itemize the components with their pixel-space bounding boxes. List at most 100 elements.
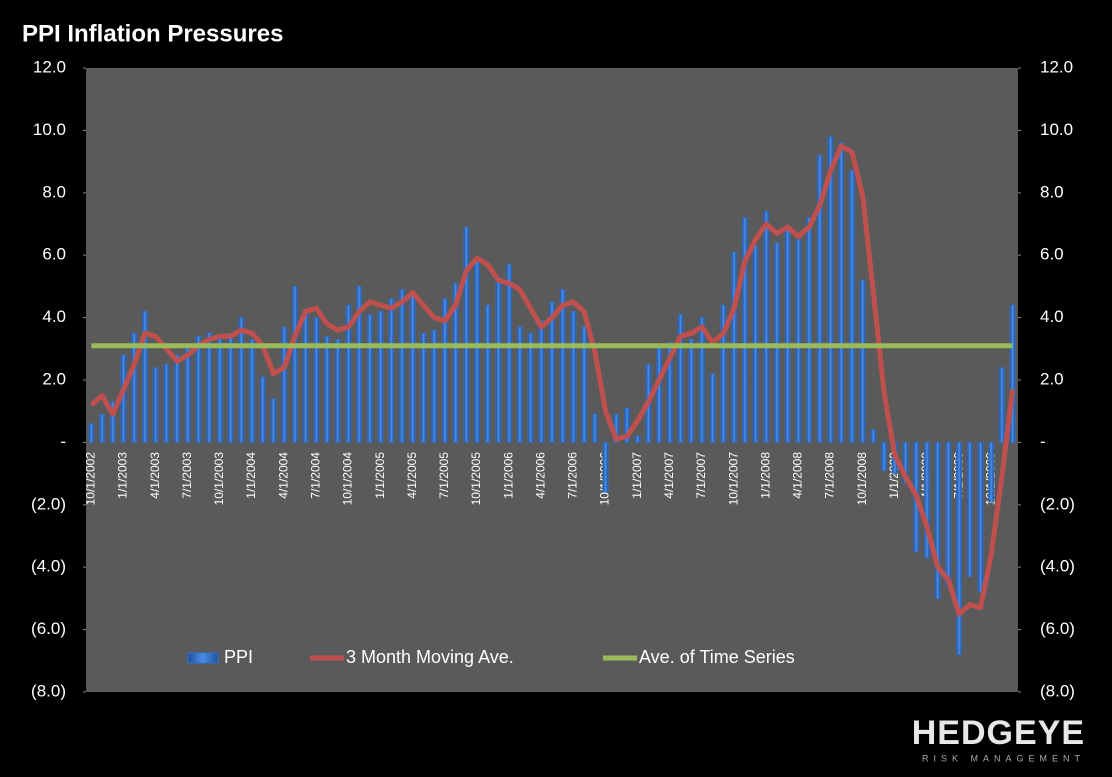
bar — [516, 326, 523, 443]
y2-tick-label: 2.0 — [1040, 369, 1064, 388]
bar — [720, 304, 727, 443]
bar — [881, 442, 888, 471]
y-tick-label: 10.0 — [33, 120, 66, 139]
bar — [527, 332, 534, 443]
x-tick-label: 10/1/2007 — [726, 452, 740, 506]
bar — [88, 423, 95, 443]
bar — [206, 332, 213, 443]
bar — [859, 279, 866, 443]
bar — [431, 329, 438, 443]
bar — [549, 301, 555, 443]
y-tick-label: (6.0) — [31, 619, 66, 638]
bar — [763, 211, 770, 443]
bar — [924, 442, 930, 559]
x-tick-label: 1/1/2004 — [244, 452, 258, 499]
bar — [988, 442, 995, 502]
bar — [838, 142, 845, 443]
bar — [602, 442, 609, 493]
bar — [227, 332, 234, 443]
y-tick-label: 6.0 — [42, 245, 66, 264]
bar — [624, 407, 630, 443]
line — [89, 143, 1016, 617]
y2-tick-label: 4.0 — [1040, 307, 1064, 326]
bar — [870, 429, 877, 443]
bar — [281, 326, 288, 443]
bar — [666, 342, 673, 443]
bar — [827, 136, 834, 443]
y-tick-label: (4.0) — [31, 557, 66, 576]
bar — [184, 348, 191, 443]
x-tick-label: 10/1/2002 — [84, 452, 98, 506]
x-tick-label: 4/1/2006 — [533, 452, 547, 499]
bar — [656, 348, 663, 443]
bar — [377, 311, 384, 443]
y-tick-label: 12.0 — [33, 57, 66, 76]
bar — [795, 239, 802, 443]
bar — [581, 326, 588, 443]
bar — [977, 442, 984, 593]
y2-tick-label: (2.0) — [1040, 494, 1075, 513]
x-tick-label: 1/1/2003 — [116, 452, 130, 499]
x-tick-label: 7/1/2008 — [823, 452, 837, 499]
x-tick-label: 7/1/2003 — [180, 452, 194, 499]
y-tick-label: 2.0 — [42, 369, 66, 388]
x-tick-label: 1/1/2006 — [501, 452, 515, 499]
x-tick-label: 1/1/2007 — [630, 452, 644, 499]
bar — [484, 304, 491, 443]
y2-tick-label: 12.0 — [1040, 57, 1073, 76]
x-tick-label: 7/1/2004 — [308, 452, 322, 499]
bar — [313, 317, 320, 443]
bar — [291, 286, 298, 443]
bar — [774, 242, 780, 443]
x-tick-label: 4/1/2003 — [148, 452, 162, 499]
legend-label: Ave. of Time Series — [639, 647, 795, 667]
bar — [345, 304, 352, 443]
y2-tick-label: 6.0 — [1040, 245, 1064, 264]
bar — [688, 339, 695, 443]
bar — [99, 414, 105, 443]
y-tick-label: 4.0 — [42, 307, 66, 326]
bar — [699, 317, 705, 443]
bar — [420, 332, 427, 443]
bar — [270, 398, 277, 443]
bar — [356, 286, 363, 443]
bar — [806, 217, 813, 443]
bar — [409, 292, 416, 443]
bar — [966, 442, 973, 577]
x-tick-label: 1/1/2008 — [758, 452, 772, 499]
y2-tick-label: 10.0 — [1040, 120, 1073, 139]
y2-tick-label: - — [1040, 432, 1046, 451]
bar — [302, 311, 309, 443]
x-tick-label: 10/1/2004 — [341, 452, 355, 506]
bar — [109, 401, 116, 443]
bar — [677, 314, 684, 443]
bar — [495, 276, 502, 443]
bar — [741, 217, 748, 443]
bar — [259, 376, 266, 443]
bar — [559, 289, 566, 443]
bar — [934, 442, 941, 599]
bar — [334, 339, 341, 443]
bar — [570, 311, 577, 443]
bar — [474, 258, 480, 443]
bar — [452, 283, 459, 443]
x-tick-label: 4/1/2004 — [276, 452, 290, 499]
bar — [463, 226, 470, 443]
bar — [784, 226, 791, 443]
x-tick-label: 1/1/2005 — [373, 452, 387, 499]
bar — [506, 264, 513, 443]
y-tick-label: 8.0 — [42, 182, 66, 201]
bar — [709, 373, 716, 443]
bar — [131, 332, 138, 443]
logo-name: HEDGEYE — [912, 714, 1085, 752]
x-tick-label: 7/1/2007 — [694, 452, 708, 499]
x-tick-label: 10/1/2008 — [855, 452, 869, 506]
bar — [816, 155, 823, 443]
logo-tagline: RISK MANAGEMENT — [922, 753, 1085, 763]
x-tick-label: 4/1/2008 — [791, 452, 805, 499]
bar — [538, 320, 545, 443]
bar — [902, 442, 909, 484]
bar — [945, 442, 952, 587]
bar — [634, 435, 641, 443]
